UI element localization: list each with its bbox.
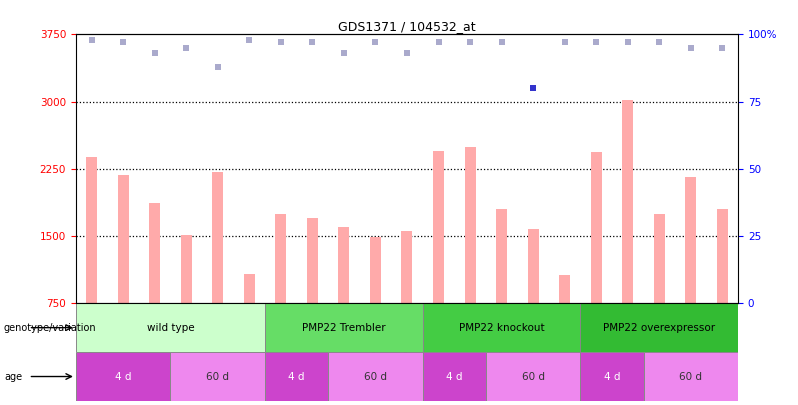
Bar [76,303,265,352]
Bar [76,352,171,401]
Bar [265,352,328,401]
Text: 4 d: 4 d [446,371,463,382]
Text: PMP22 Trembler: PMP22 Trembler [302,323,385,333]
Bar [654,213,665,303]
Bar [559,275,571,303]
Bar [580,303,738,352]
Bar [591,152,602,303]
Text: 60 d: 60 d [522,371,545,382]
Bar [212,171,223,303]
Text: genotype/variation: genotype/variation [4,323,97,333]
Text: age: age [4,371,22,382]
Text: 60 d: 60 d [679,371,702,382]
Bar [401,230,413,303]
Text: 60 d: 60 d [364,371,387,382]
Bar [685,177,697,303]
Bar [643,352,738,401]
Bar [180,235,192,303]
Text: 4 d: 4 d [115,371,132,382]
Bar [464,147,476,303]
Bar [86,157,97,303]
Bar [117,175,128,303]
Bar [265,303,423,352]
Text: 4 d: 4 d [604,371,620,382]
Bar [423,352,486,401]
Bar [717,209,728,303]
Bar [580,352,643,401]
Bar [527,229,539,303]
Text: wild type: wild type [147,323,194,333]
Bar [243,274,255,303]
Bar [328,352,423,401]
Bar [433,151,444,303]
Text: 4 d: 4 d [288,371,305,382]
Bar [486,352,580,401]
Text: 60 d: 60 d [206,371,229,382]
Title: GDS1371 / 104532_at: GDS1371 / 104532_at [338,20,476,33]
Bar [622,100,634,303]
Bar [149,203,160,303]
Bar [496,209,507,303]
Text: PMP22 overexpressor: PMP22 overexpressor [603,323,715,333]
Bar [307,218,318,303]
Bar [275,213,286,303]
Bar [171,352,265,401]
Bar [338,227,350,303]
Text: PMP22 knockout: PMP22 knockout [459,323,544,333]
Bar [423,303,580,352]
Bar [370,237,381,303]
